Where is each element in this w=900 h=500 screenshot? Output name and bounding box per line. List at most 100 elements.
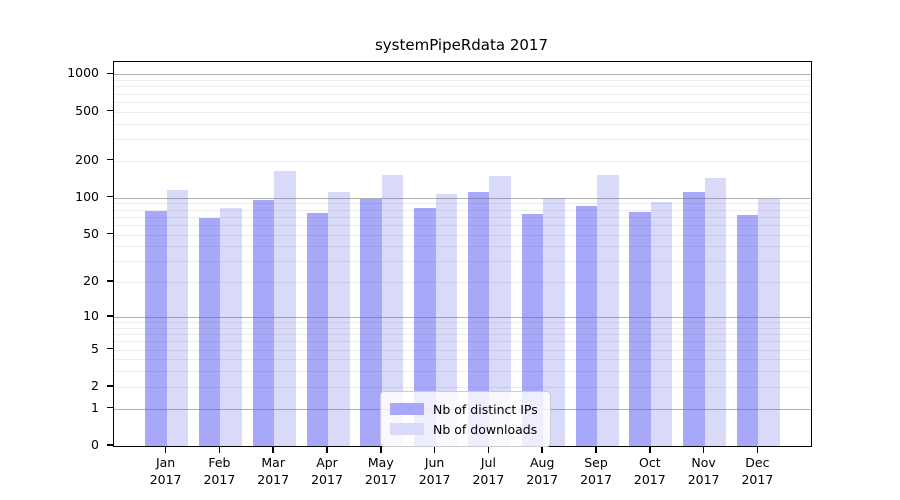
bar-oct-distinct-ips [629, 211, 651, 446]
x-tick-month: Jan [155, 455, 176, 470]
x-tick-year: 2017 [526, 472, 559, 487]
bar-jul-distinct-ips [467, 191, 490, 446]
minor-gridline [114, 111, 811, 113]
bar-jun-downloads [435, 193, 458, 446]
bar-may-downloads [381, 174, 404, 446]
legend-swatch-distinct-ips [390, 403, 424, 415]
y-axis-tick-label: 0 [91, 437, 99, 452]
x-axis-tick-label: Sep 2017 [566, 454, 626, 488]
x-axis-tick-label: Dec 2017 [727, 454, 787, 488]
minor-gridline [114, 349, 811, 351]
minor-gridline [114, 327, 811, 329]
y-axis-tick-label: 1000 [67, 65, 99, 81]
minor-gridline [114, 216, 811, 218]
bar-dec-distinct-ips [736, 215, 759, 446]
minor-gridline [114, 160, 811, 162]
bar-dec-downloads [758, 198, 780, 446]
y-axis-tick [107, 195, 113, 198]
bar-aug-downloads [543, 197, 565, 446]
x-tick-month: Jun [424, 455, 445, 470]
y-axis-tick [107, 109, 113, 112]
bar-sep-downloads [597, 175, 619, 446]
y-axis-tick-label: 1 [91, 399, 99, 415]
x-axis-tick-label: Aug 2017 [512, 454, 572, 488]
x-tick-month: Dec [745, 455, 770, 470]
y-axis-tick-label: 20 [83, 273, 99, 289]
bar-jan-downloads [166, 190, 189, 446]
x-tick-month: Sep [584, 455, 608, 470]
x-tick-year: 2017 [687, 472, 720, 487]
legend: Nb of distinct IPs Nb of downloads [380, 391, 551, 447]
x-axis-tick [218, 446, 221, 453]
y-axis-tick [107, 406, 113, 409]
bar-nov-distinct-ips [683, 191, 705, 446]
minor-gridline [114, 80, 811, 81]
x-axis-tick-label: May 2017 [351, 454, 411, 488]
x-axis-tick [702, 446, 705, 453]
y-axis-tick [107, 385, 113, 387]
legend-item-downloads: Nb of downloads [390, 419, 538, 439]
x-axis-tick-label: Jun 2017 [405, 454, 465, 488]
minor-gridline [114, 209, 811, 211]
bar-may-distinct-ips [360, 198, 382, 446]
y-axis-tick [107, 444, 113, 446]
minor-gridline [114, 359, 811, 361]
x-tick-month: Mar [261, 455, 285, 470]
x-tick-year: 2017 [257, 472, 290, 487]
x-tick-year: 2017 [149, 472, 182, 487]
y-axis-tick-label: 2 [91, 377, 99, 393]
x-axis-tick [649, 446, 651, 453]
major-gridline [114, 317, 811, 318]
minor-gridline [114, 93, 811, 95]
x-axis-tick-label: Oct 2017 [620, 454, 680, 488]
bar-jun-distinct-ips [414, 208, 436, 446]
x-axis-tick [164, 446, 167, 453]
x-axis-tick [433, 446, 436, 453]
y-axis-tick [107, 158, 113, 161]
x-tick-month: Aug [529, 455, 555, 470]
x-tick-year: 2017 [741, 472, 774, 487]
minor-gridline [114, 246, 811, 248]
x-axis-tick [272, 446, 274, 453]
x-axis-tick [380, 446, 382, 453]
y-axis-tick-label: 5 [91, 340, 99, 356]
minor-gridline [114, 282, 811, 284]
bar-jul-downloads [489, 176, 511, 446]
legend-swatch-downloads [390, 423, 424, 435]
bar-oct-downloads [650, 202, 673, 446]
x-axis-tick-label: Jan 2017 [136, 454, 196, 488]
bar-sep-distinct-ips [575, 206, 597, 446]
minor-gridline [114, 334, 811, 336]
x-axis-tick [487, 446, 490, 453]
x-tick-year: 2017 [580, 472, 612, 487]
x-tick-month: Oct [638, 455, 661, 470]
y-axis-tick [107, 280, 113, 282]
minor-gridline [114, 224, 811, 226]
legend-label-distinct-ips: Nb of distinct IPs [433, 401, 538, 417]
x-tick-year: 2017 [364, 472, 397, 487]
minor-gridline [114, 371, 811, 373]
x-axis-tick [595, 446, 597, 453]
x-axis-tick-label: Jul 2017 [458, 454, 518, 488]
x-tick-month: Jul [480, 455, 496, 470]
x-tick-year: 2017 [633, 472, 666, 487]
x-axis-tick [541, 446, 543, 453]
minor-gridline [114, 101, 811, 103]
x-axis-tick-label: Feb 2017 [189, 454, 249, 488]
y-axis-tick [107, 72, 113, 75]
bar-nov-downloads [704, 178, 727, 446]
y-axis-tick-label: 100 [75, 188, 99, 204]
chart-title: systemPipeRdata 2017 [374, 36, 548, 54]
x-tick-year: 2017 [203, 472, 236, 487]
x-tick-month: Nov [691, 455, 716, 470]
legend-label-downloads: Nb of downloads [433, 421, 538, 437]
y-axis-tick [107, 315, 113, 317]
bar-apr-downloads [328, 191, 350, 446]
x-axis-tick-label: Nov 2017 [674, 454, 734, 488]
minor-gridline [114, 322, 811, 324]
bar-mar-downloads [274, 171, 296, 446]
x-tick-month: Feb [208, 455, 231, 470]
x-tick-year: 2017 [418, 472, 451, 487]
x-axis-tick-label: Apr 2017 [297, 454, 357, 488]
